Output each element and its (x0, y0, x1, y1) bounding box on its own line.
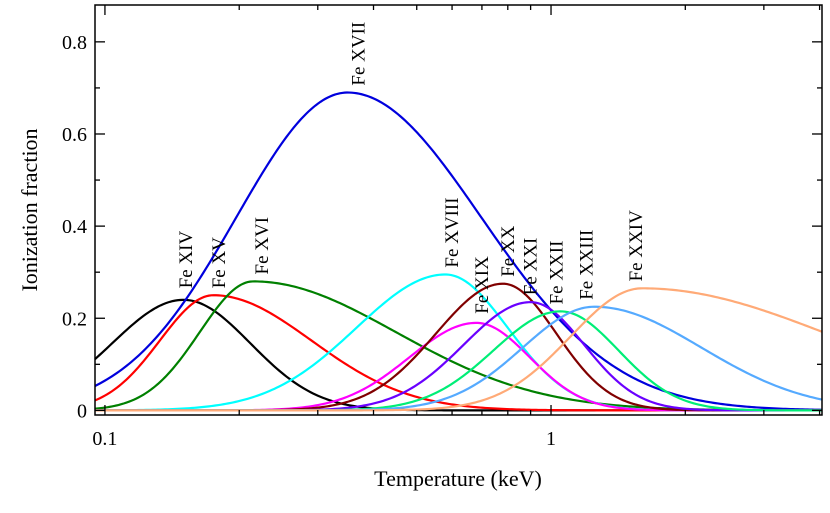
series-label-11: Fe XXIV (626, 210, 647, 282)
x-tick-label: 1 (546, 428, 556, 450)
series-label-7: Fe XX (498, 225, 519, 276)
plot-frame (94, 4, 823, 416)
series-label-9: Fe XXII (547, 241, 568, 305)
series-label-3: Fe XVI (252, 217, 273, 275)
y-tick-label: 0.4 (62, 216, 87, 238)
series-line-7 (95, 282, 822, 412)
series-line-5 (95, 273, 822, 412)
series-line-3 (94, 280, 823, 412)
y-tick-label: 0.8 (62, 32, 87, 54)
y-tick-label: 0.6 (62, 124, 87, 146)
series-label-4: Fe XVII (348, 22, 369, 86)
series-label-1: Fe XIV (176, 231, 197, 289)
series-line-4 (94, 91, 823, 411)
y-tick-label: 0.2 (62, 308, 87, 330)
x-tick-label: 0.1 (92, 428, 117, 450)
series-line-10 (95, 305, 823, 412)
y-tick-label: 0 (77, 400, 87, 422)
series-label-2: Fe XV (209, 237, 230, 288)
series-label-8: Fe XXI (521, 238, 542, 296)
series-line-11 (95, 287, 823, 412)
series-label-5: Fe XVIII (442, 197, 463, 267)
series-label-10: Fe XXIII (576, 230, 597, 300)
curves-layer (94, 91, 823, 412)
y-axis-title: Ionization fraction (17, 128, 42, 291)
ticks-layer: 0.1 1 0 0.2 0.4 0.6 0.8 (62, 5, 822, 450)
series-line-6 (95, 321, 822, 412)
series-label-6: Fe XIX (472, 256, 493, 314)
x-axis-title: Temperature (keV) (374, 466, 542, 491)
